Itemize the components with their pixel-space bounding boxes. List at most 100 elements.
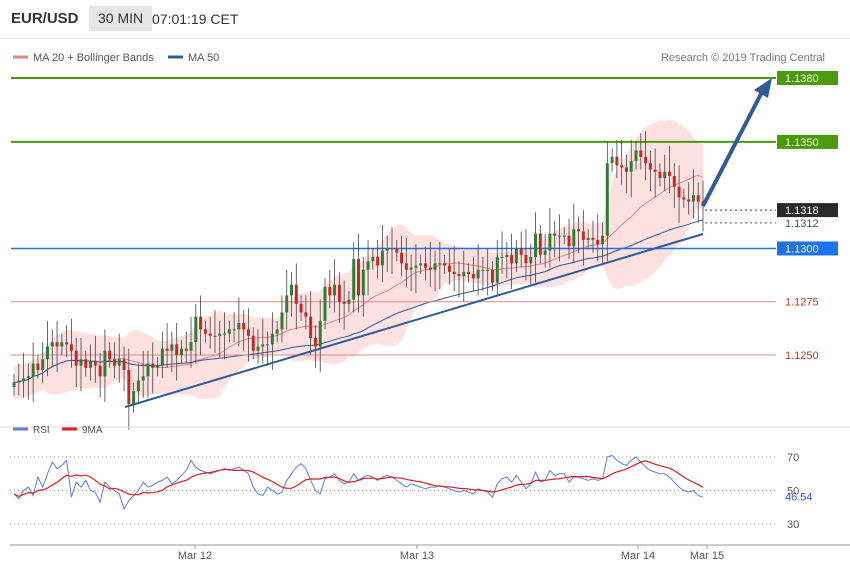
candle-body bbox=[156, 365, 160, 368]
candle bbox=[629, 139, 633, 198]
candle bbox=[26, 363, 30, 400]
candle-body bbox=[534, 233, 538, 257]
level-label: 1.1250 bbox=[785, 350, 819, 362]
candle-body bbox=[213, 335, 217, 337]
candle bbox=[601, 222, 605, 266]
candle bbox=[79, 337, 83, 392]
candle bbox=[242, 310, 246, 351]
candle bbox=[117, 333, 121, 383]
candle bbox=[624, 154, 628, 194]
candle bbox=[98, 352, 102, 398]
candle bbox=[596, 214, 600, 262]
candle-body bbox=[510, 254, 514, 264]
candle-body bbox=[462, 271, 466, 277]
candle bbox=[428, 242, 432, 287]
candle-body bbox=[127, 369, 131, 405]
candle bbox=[342, 280, 346, 330]
candle bbox=[557, 214, 561, 262]
candle bbox=[395, 239, 399, 262]
candle bbox=[337, 271, 341, 324]
candle bbox=[615, 139, 619, 179]
candle bbox=[50, 329, 54, 368]
candle bbox=[141, 350, 145, 398]
candle-body bbox=[663, 171, 667, 179]
candle-body bbox=[390, 248, 394, 250]
candle bbox=[400, 235, 404, 277]
candle bbox=[490, 261, 494, 292]
candle-body bbox=[581, 231, 585, 240]
candle-body bbox=[409, 267, 413, 270]
candle bbox=[534, 212, 538, 283]
candle-body bbox=[644, 156, 648, 164]
candle-body bbox=[290, 284, 293, 296]
candle bbox=[270, 312, 274, 370]
copyright-text: Research © 2019 Trading Central bbox=[661, 52, 825, 64]
candle bbox=[108, 342, 112, 368]
candle-body bbox=[395, 248, 399, 253]
candle bbox=[189, 316, 193, 368]
candle bbox=[653, 148, 657, 198]
candle-body bbox=[514, 248, 518, 264]
candle-body bbox=[146, 363, 150, 377]
candle bbox=[658, 163, 662, 187]
candle bbox=[132, 382, 136, 413]
candle bbox=[644, 131, 648, 181]
rsi-tick-label: 30 bbox=[787, 519, 799, 531]
candle-body bbox=[299, 303, 303, 313]
candle-body bbox=[624, 167, 628, 172]
candle-body bbox=[318, 320, 322, 347]
level-tag bbox=[777, 134, 838, 149]
candle-body bbox=[55, 342, 59, 347]
candle bbox=[323, 278, 327, 330]
candle bbox=[203, 320, 207, 343]
candle bbox=[447, 248, 451, 285]
candle bbox=[304, 295, 308, 330]
candle-body bbox=[605, 163, 609, 236]
candle bbox=[696, 182, 700, 223]
candle bbox=[36, 355, 40, 379]
candle-body bbox=[60, 342, 64, 347]
candle bbox=[538, 225, 542, 264]
candle-body bbox=[538, 233, 542, 255]
candle bbox=[687, 182, 691, 215]
level-tag bbox=[777, 71, 838, 85]
candle-body bbox=[357, 259, 360, 296]
candle bbox=[46, 320, 49, 377]
candle bbox=[165, 323, 169, 368]
candle bbox=[390, 227, 394, 275]
candle bbox=[663, 154, 667, 191]
candle-body bbox=[132, 391, 136, 405]
candle bbox=[620, 139, 624, 185]
candle-body bbox=[342, 301, 346, 304]
candle bbox=[562, 227, 566, 245]
candle bbox=[156, 357, 160, 377]
candle-body bbox=[476, 269, 480, 279]
candle-body bbox=[601, 235, 605, 245]
candle-body bbox=[629, 161, 633, 172]
candle-body bbox=[672, 176, 676, 187]
candle bbox=[648, 150, 652, 191]
candle-body bbox=[567, 235, 571, 247]
candle bbox=[333, 259, 337, 313]
candle-body bbox=[428, 267, 432, 270]
candle-body bbox=[280, 312, 284, 330]
x-tick-label: Mar 12 bbox=[178, 550, 212, 562]
candle bbox=[318, 299, 322, 373]
candle bbox=[41, 342, 45, 383]
timeframe-button[interactable]: 30 MIN bbox=[89, 6, 153, 31]
candle-body bbox=[74, 350, 78, 366]
candle bbox=[251, 327, 255, 360]
candle bbox=[237, 297, 241, 347]
candle-body bbox=[687, 199, 691, 202]
candle bbox=[505, 242, 509, 279]
candle-body bbox=[22, 378, 26, 381]
candle bbox=[361, 256, 365, 317]
candle bbox=[404, 237, 408, 287]
candle-body bbox=[108, 350, 112, 360]
candle-body bbox=[352, 259, 356, 300]
candle-body bbox=[524, 254, 528, 264]
candle-body bbox=[400, 252, 404, 264]
candle bbox=[184, 331, 188, 364]
level-label: 1.1275 bbox=[785, 297, 819, 309]
